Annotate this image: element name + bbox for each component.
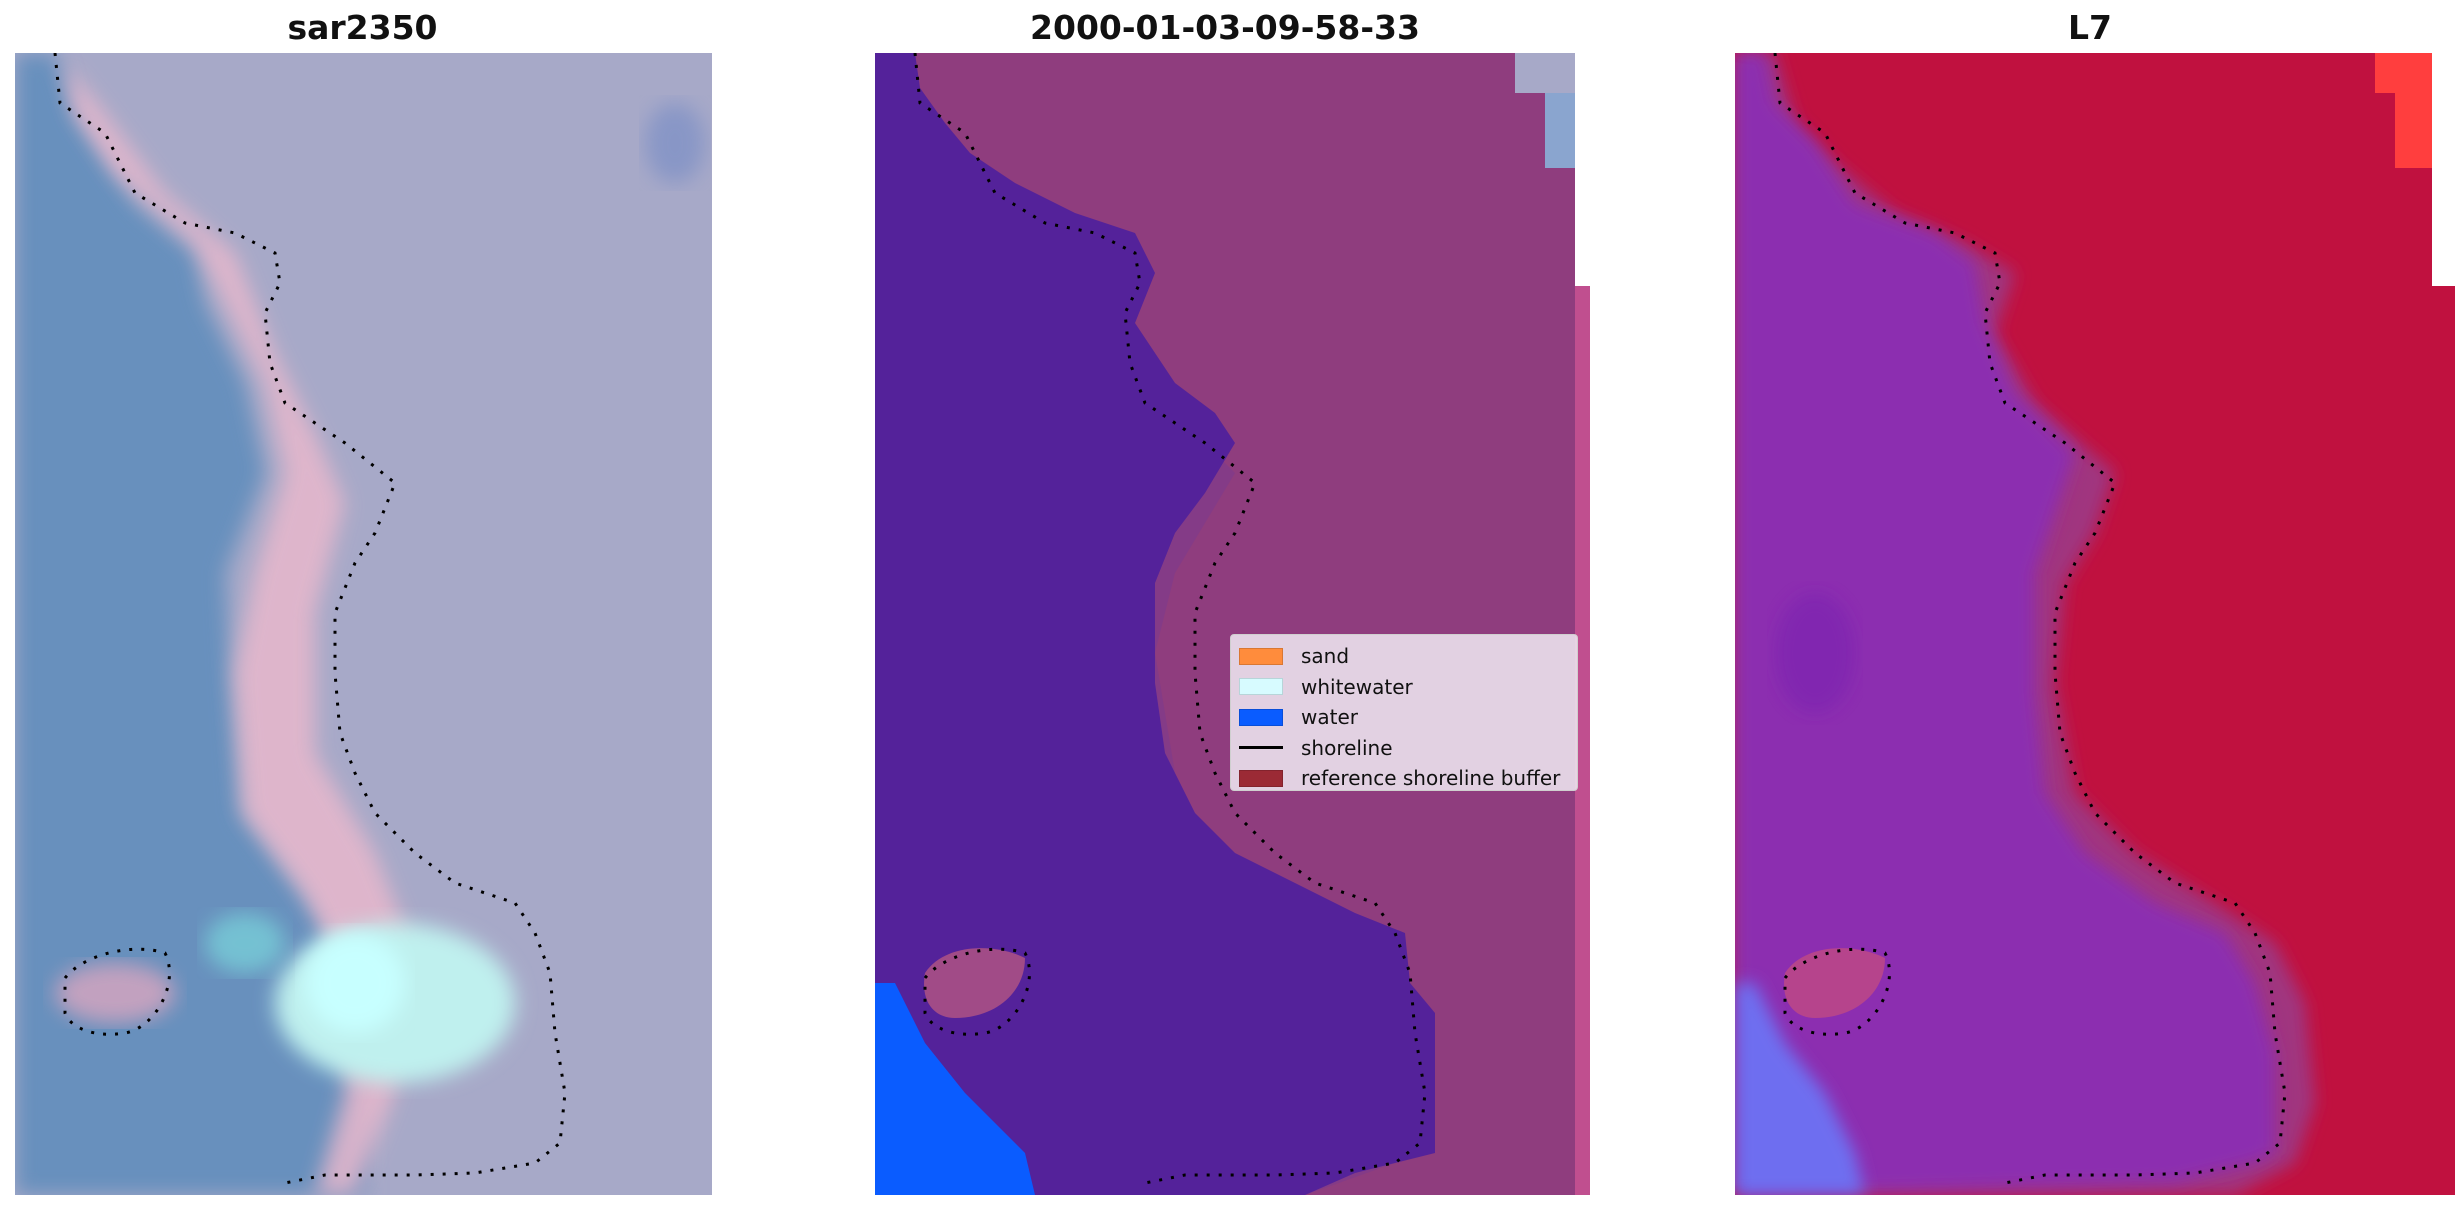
classified-image-svg (875, 53, 1590, 1195)
swatch-icon (1239, 769, 1283, 787)
panel-title: 2000-01-03-09-58-33 (1030, 8, 1420, 47)
legend-item-sand: sand (1239, 641, 1569, 672)
panel-title: L7 (2068, 8, 2112, 47)
swatch-icon (1239, 678, 1283, 696)
swatch-icon (1239, 708, 1283, 726)
l7-image (1735, 53, 2455, 1195)
swatch-icon (1239, 647, 1283, 665)
panel-title: sar2350 (287, 8, 438, 47)
legend-item-whitewater: whitewater (1239, 672, 1569, 703)
panel-classified: 2000-01-03-09-58-33 (860, 0, 1590, 1208)
line-icon (1239, 746, 1283, 750)
legend-label: water (1301, 705, 1358, 730)
legend-label: sand (1301, 644, 1350, 669)
panel-l7: L7 (1720, 0, 2460, 1208)
l7-image-svg (1735, 53, 2455, 1195)
legend-label: whitewater (1301, 674, 1413, 699)
legend: sand whitewater water shoreline referenc… (1230, 634, 1578, 791)
panel-rgb: sar2350 (0, 0, 725, 1208)
rgb-image-svg (15, 53, 712, 1195)
legend-item-reference-buffer: reference shoreline buffer (1239, 763, 1569, 794)
rgb-image (15, 53, 712, 1195)
legend-item-water: water (1239, 702, 1569, 733)
legend-label: reference shoreline buffer (1301, 766, 1561, 791)
legend-label: shoreline (1301, 735, 1393, 760)
legend-item-shoreline: shoreline (1239, 733, 1569, 764)
classified-image (875, 53, 1590, 1195)
